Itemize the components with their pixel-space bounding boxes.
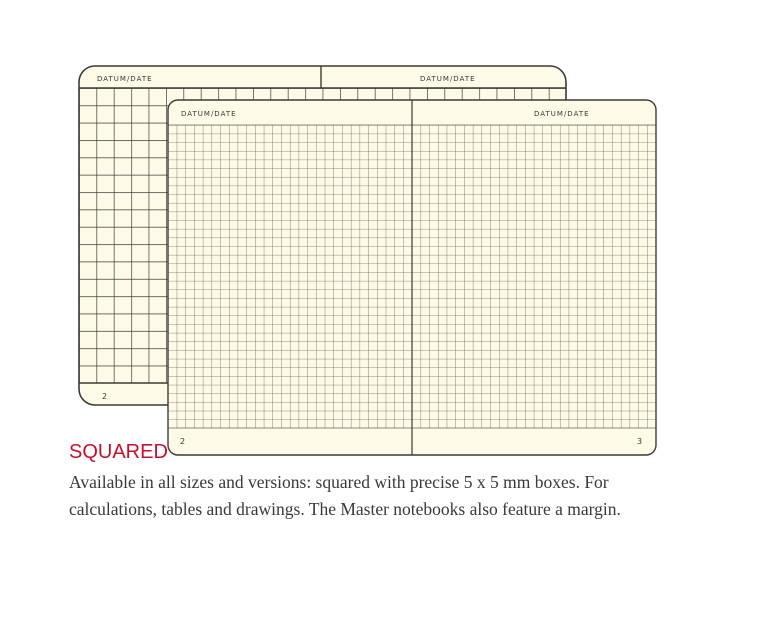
section-title: SQUARED [69, 441, 168, 463]
front-header-right: DATUM/DATE [534, 110, 590, 118]
front-page-number-left: 2 [180, 437, 185, 446]
front-page-number-right: 3 [637, 437, 642, 446]
back-page-number: 2 [102, 392, 107, 401]
front-notebook: DATUM/DATE DATUM/DATE 2 3 [167, 99, 657, 456]
back-header-right: DATUM/DATE [420, 75, 476, 83]
back-header-left: DATUM/DATE [97, 75, 153, 83]
front-header-left: DATUM/DATE [181, 110, 237, 118]
description: Available in all sizes and versions: squ… [69, 472, 621, 519]
